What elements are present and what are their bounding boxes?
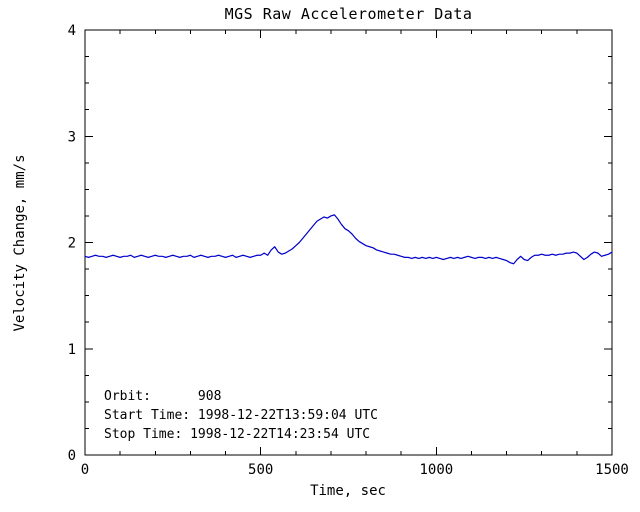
annotation-stop-time: Stop Time: 1998-12-22T14:23:54 UTC <box>104 427 371 442</box>
x-tick-label: 0 <box>81 462 89 478</box>
y-tick-label: 1 <box>68 342 76 358</box>
y-tick-label: 2 <box>68 236 76 252</box>
y-tick-label: 4 <box>68 23 76 39</box>
x-tick-label: 1500 <box>595 462 629 478</box>
y-tick-label: 3 <box>68 129 76 145</box>
y-axis-label: Velocity Change, mm/s <box>12 154 28 332</box>
data-line <box>84 214 613 265</box>
annotation-block: Orbit: 908 Start Time: 1998-12-22T13:59:… <box>104 387 378 444</box>
annotation-orbit: Orbit: 908 <box>104 389 222 404</box>
chart-title: MGS Raw Accelerometer Data <box>224 5 473 23</box>
y-tick-label: 0 <box>68 448 76 464</box>
x-tick-label: 500 <box>248 462 273 478</box>
annotation-start-time: Start Time: 1998-12-22T13:59:04 UTC <box>104 408 378 423</box>
x-axis-label: Time, sec <box>310 483 386 499</box>
x-tick-label: 1000 <box>419 462 453 478</box>
